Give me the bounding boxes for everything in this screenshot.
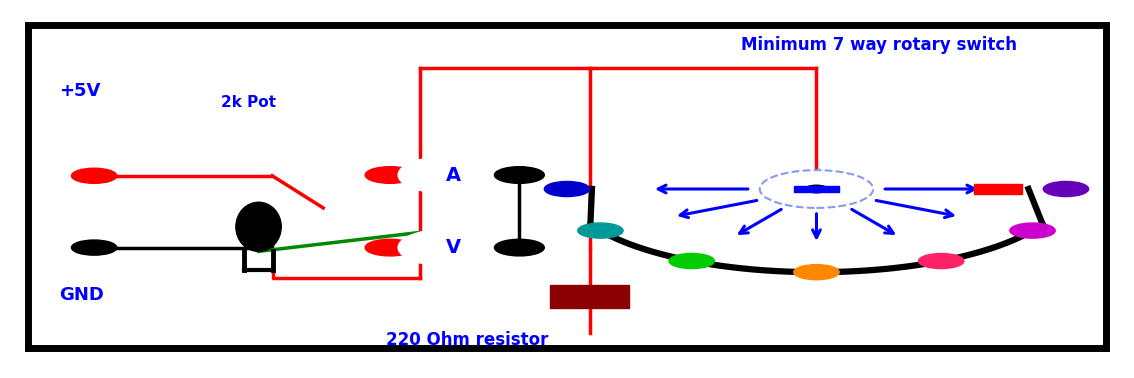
Circle shape [365, 239, 415, 256]
Circle shape [71, 168, 117, 183]
Bar [28, 25, 1106, 348]
Circle shape [577, 223, 623, 238]
Circle shape [1010, 223, 1056, 238]
Circle shape [494, 167, 544, 183]
Circle shape [794, 265, 839, 280]
Text: 220 Ohm resistor: 220 Ohm resistor [386, 331, 548, 349]
Bar [550, 285, 629, 308]
Circle shape [919, 254, 964, 269]
Bar [974, 184, 1022, 194]
Circle shape [1043, 181, 1089, 197]
Circle shape [669, 254, 714, 269]
Circle shape [805, 185, 828, 193]
Text: Minimum 7 way rotary switch: Minimum 7 way rotary switch [741, 36, 1017, 54]
Circle shape [71, 240, 117, 255]
Text: GND: GND [59, 286, 104, 304]
Circle shape [399, 229, 508, 266]
Circle shape [365, 167, 415, 183]
Text: V: V [446, 238, 462, 257]
Text: A: A [446, 166, 462, 184]
Bar [794, 186, 839, 192]
Text: +5V: +5V [59, 82, 100, 100]
Ellipse shape [236, 202, 281, 251]
Circle shape [544, 181, 590, 197]
Circle shape [494, 239, 544, 256]
Circle shape [399, 157, 508, 193]
Text: 2k Pot: 2k Pot [221, 94, 277, 110]
